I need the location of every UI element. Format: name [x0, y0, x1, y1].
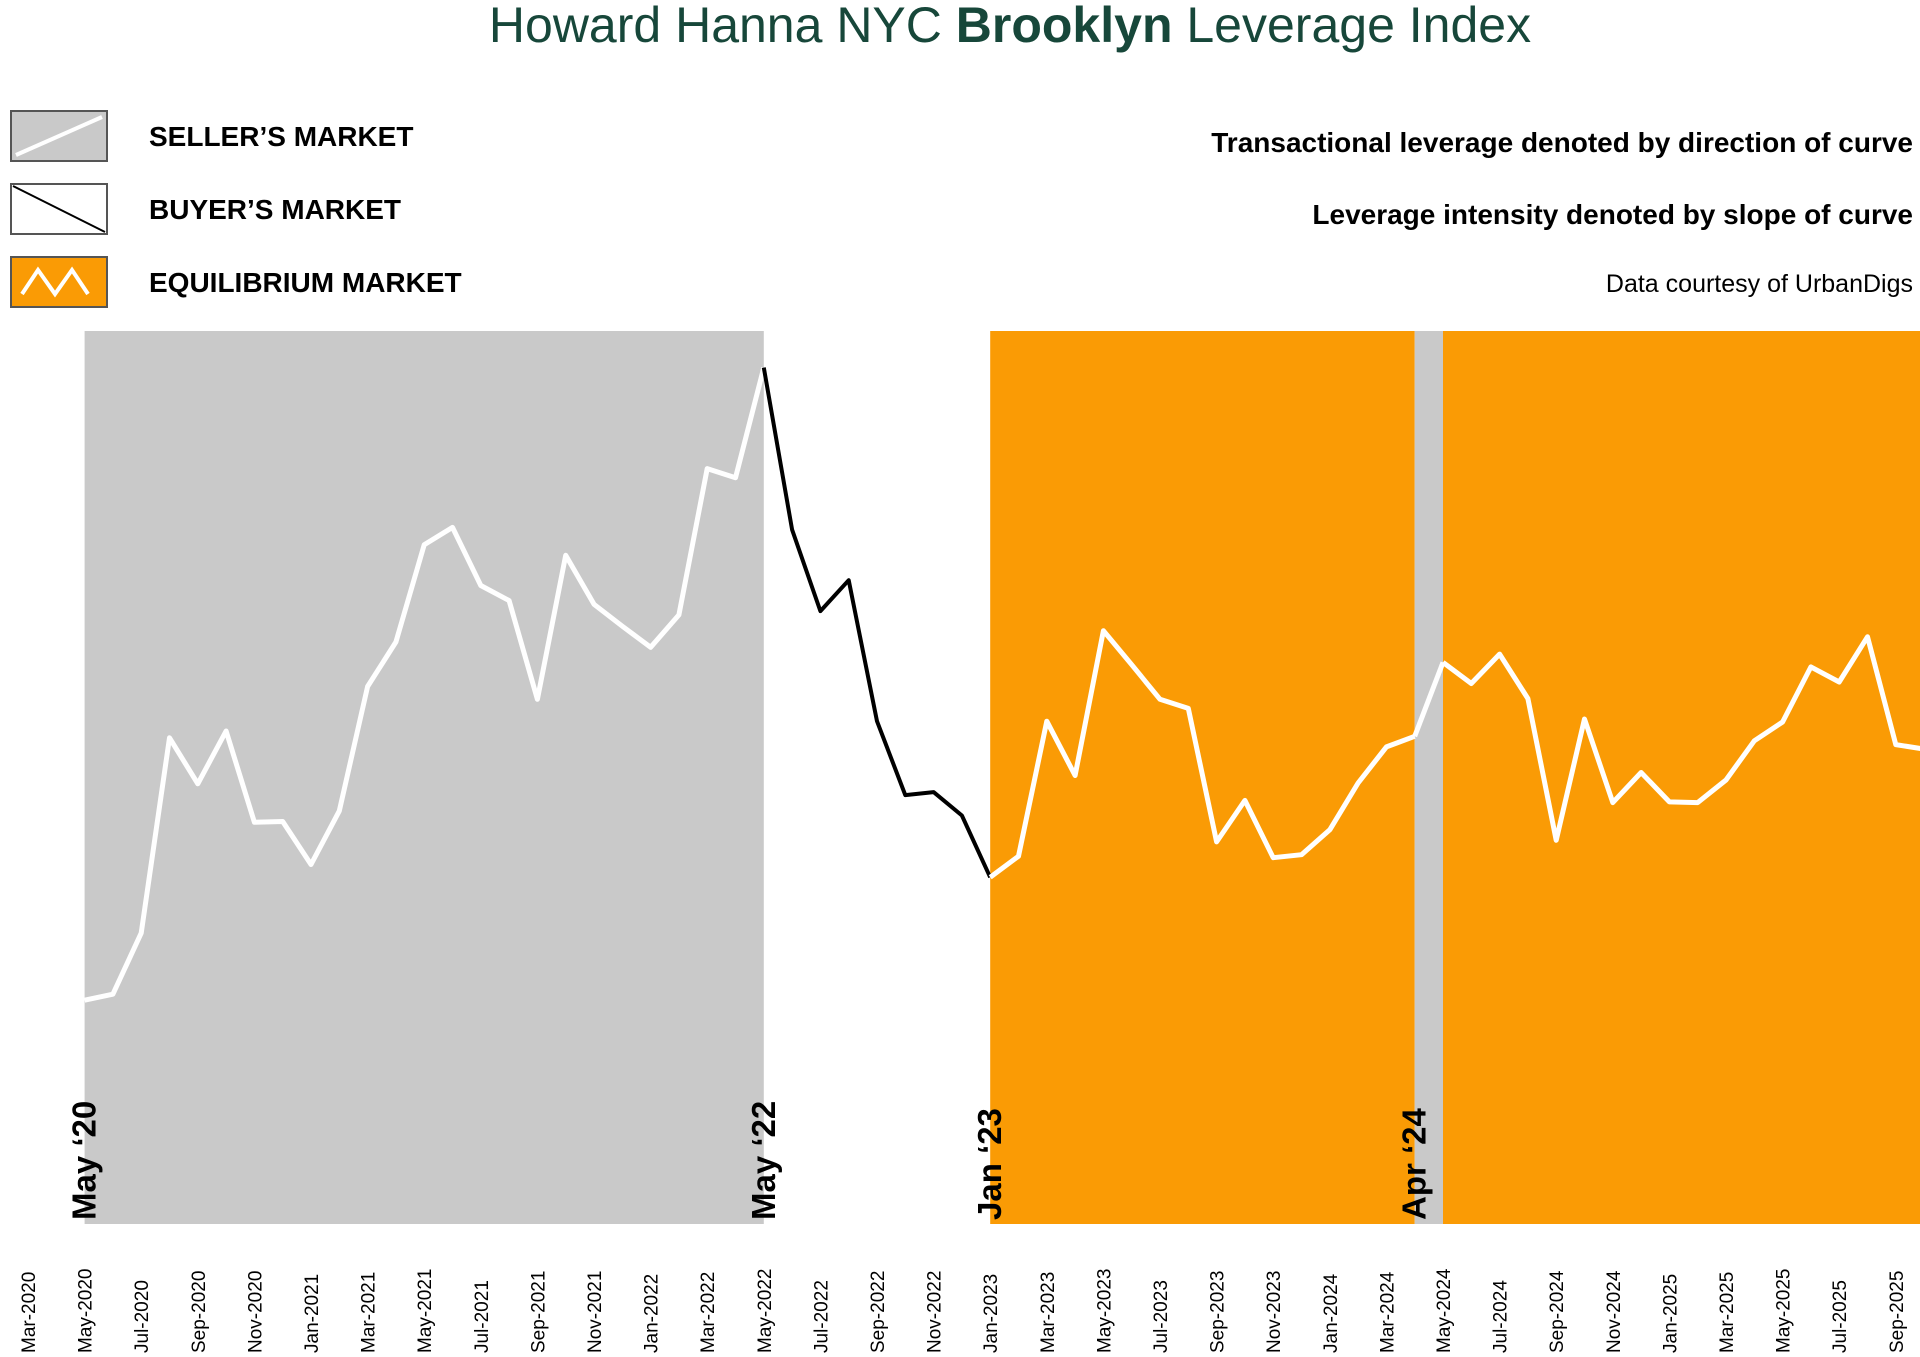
- x-tick-label: Mar-2021: [359, 1272, 380, 1353]
- x-tick-label: Sep-2021: [528, 1271, 549, 1353]
- x-tick-label: Sep-2025: [1887, 1271, 1908, 1353]
- regime-bands: [84, 331, 1920, 1224]
- date-annotations: May ‘20 May ‘22 Jan ‘23 Apr ‘24: [66, 1101, 1433, 1220]
- date-annotation: Jan ‘23: [971, 1108, 1008, 1220]
- x-tick-label: Jan-2023: [981, 1274, 1002, 1353]
- x-tick-label: Sep-2022: [868, 1271, 889, 1353]
- title-prefix: Howard Hanna NYC: [489, 0, 956, 53]
- x-tick-label: Mar-2020: [19, 1272, 40, 1353]
- series-line-buyer: [761, 367, 993, 879]
- x-tick-label: Jul-2022: [811, 1280, 832, 1353]
- x-axis-ticks: Mar-2020 May-2020 Jul-2020 Sep-2020 Nov-2020…: [19, 1268, 1908, 1353]
- x-tick-label: Jul-2024: [1491, 1280, 1512, 1353]
- x-tick-label: Nov-2020: [245, 1271, 266, 1353]
- legend-swatch-line: [12, 185, 106, 233]
- x-tick-label: Mar-2025: [1717, 1272, 1738, 1353]
- chart-title: Howard Hanna NYC Brooklyn Leverage Index: [489, 0, 1531, 53]
- date-annotation: May ‘22: [745, 1101, 782, 1220]
- x-tick-label: Jan-2025: [1660, 1274, 1681, 1353]
- x-tick-label: Jul-2020: [132, 1280, 153, 1353]
- legend-swatch-line: [15, 115, 103, 157]
- series-line-equilibrium: [1441, 634, 1920, 843]
- series-line-seller: [84, 366, 767, 1003]
- series-lines: [84, 366, 1920, 1003]
- note-text: Transactional leverage denoted by direct…: [1211, 127, 1913, 158]
- x-tick-label: Jan-2024: [1321, 1273, 1342, 1353]
- x-tick-label: May-2025: [1774, 1269, 1795, 1354]
- x-tick-label: May-2022: [755, 1269, 776, 1354]
- x-tick-label: Sep-2023: [1208, 1271, 1229, 1353]
- legend-label: SELLER’S MARKET: [149, 121, 413, 152]
- legend-swatch-line: [20, 266, 90, 298]
- x-tick-label: Mar-2022: [698, 1272, 719, 1353]
- x-tick-label: May-2021: [415, 1269, 436, 1354]
- notes: Transactional leverage denoted by direct…: [1211, 127, 1913, 298]
- x-tick-label: Sep-2020: [189, 1271, 210, 1353]
- x-tick-label: Jan-2021: [302, 1274, 323, 1353]
- date-annotation: Apr ‘24: [1396, 1107, 1433, 1220]
- x-tick-label: May-2024: [1434, 1268, 1455, 1353]
- legend-item-equilibrium: EQUILIBRIUM MARKET: [10, 256, 462, 308]
- title-suffix: Leverage Index: [1172, 0, 1531, 53]
- legend-label: BUYER’S MARKET: [149, 194, 401, 225]
- x-tick-label: Nov-2024: [1604, 1270, 1625, 1353]
- regime-band-seller: [1414, 331, 1443, 1224]
- legend-label: EQUILIBRIUM MARKET: [149, 267, 462, 298]
- x-tick-label: May-2020: [76, 1269, 97, 1354]
- title-bold: Brooklyn: [956, 0, 1173, 53]
- regime-band-seller: [84, 331, 764, 1224]
- x-tick-label: Jan-2022: [642, 1274, 663, 1353]
- x-tick-label: Sep-2024: [1547, 1270, 1568, 1353]
- legend-item-buyer: BUYER’S MARKET: [10, 183, 401, 235]
- note-text: Leverage intensity denoted by slope of c…: [1312, 199, 1913, 230]
- date-annotation: May ‘20: [66, 1101, 103, 1220]
- x-tick-label: Nov-2023: [1264, 1271, 1285, 1353]
- x-tick-label: Nov-2021: [585, 1271, 606, 1353]
- series-line-equilibrium: [988, 628, 1416, 880]
- regime-band-equilibrium: [1443, 331, 1920, 1224]
- x-tick-label: Jul-2021: [472, 1280, 493, 1353]
- x-tick-label: May-2023: [1094, 1269, 1115, 1354]
- note-text: Data courtesy of UrbanDigs: [1606, 270, 1913, 298]
- legend: SELLER’S MARKET BUYER’S MARKET EQUILIBRIUM…: [10, 110, 462, 308]
- legend-item-seller: SELLER’S MARKET: [10, 110, 413, 162]
- legend-swatch-equilibrium: [10, 256, 108, 308]
- series-line-seller: [1412, 661, 1446, 738]
- x-tick-label: Mar-2024: [1377, 1271, 1398, 1353]
- x-tick-label: Mar-2023: [1038, 1272, 1059, 1353]
- x-tick-label: Jul-2023: [1151, 1280, 1172, 1353]
- x-tick-label: Jul-2025: [1830, 1280, 1851, 1353]
- x-tick-label: Nov-2022: [925, 1271, 946, 1353]
